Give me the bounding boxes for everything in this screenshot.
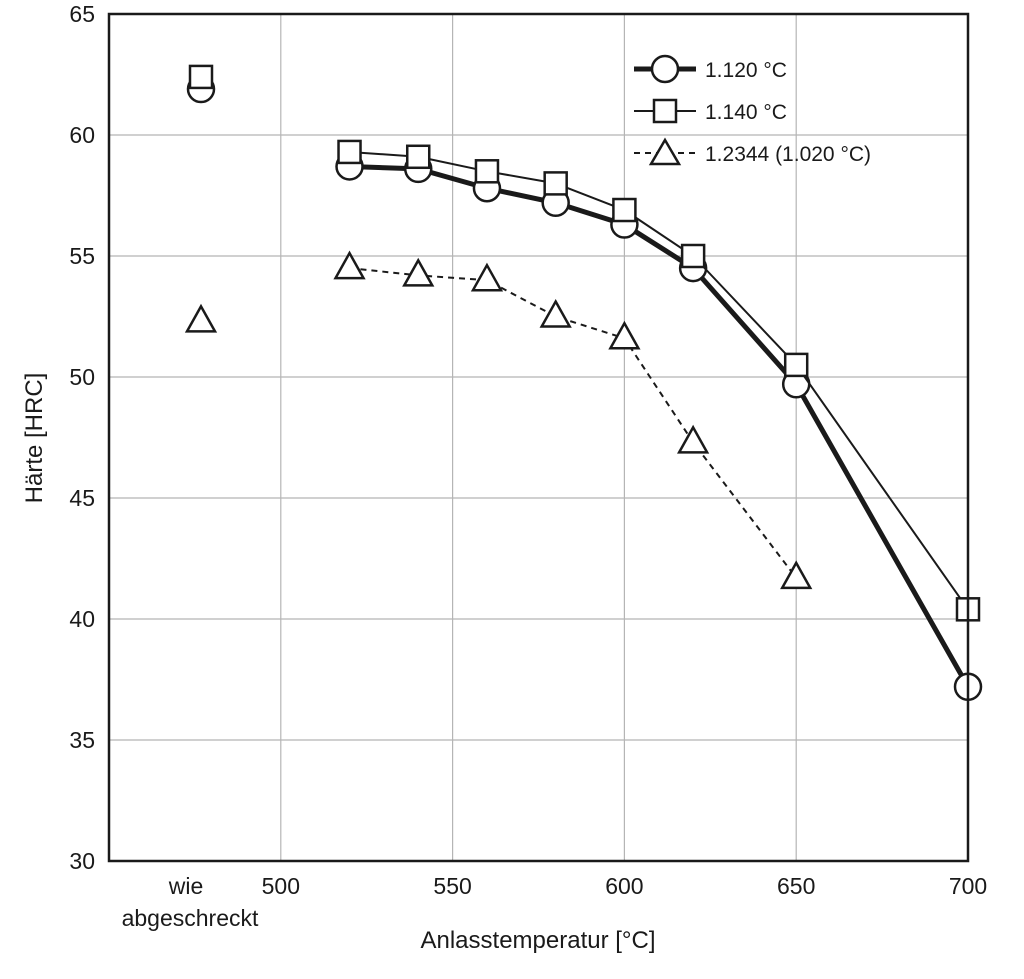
legend-item-3: 1.2344 (1.020 °C) <box>634 137 871 166</box>
point-series-3-560 <box>470 262 504 292</box>
series <box>184 64 983 702</box>
y-tick-label-35: 35 <box>69 727 95 753</box>
x-tick-label-550: 550 <box>433 873 471 899</box>
x-tick-label-600: 600 <box>605 873 643 899</box>
axis-ticks: 30 35 40 45 50 55 60 65 500 550 600 650 700 <box>69 1 987 899</box>
legend-marker-circle <box>650 54 680 84</box>
x-tick-label-abgeschreckt: abgeschreckt <box>122 905 259 931</box>
point-as-quenched-series-2 <box>188 64 214 90</box>
point-series-2-520 <box>337 139 362 165</box>
plot-frame <box>107 12 970 863</box>
y-tick-label-60: 60 <box>69 122 95 148</box>
legend-item-1: 1.120 °C <box>634 54 787 84</box>
point-series-3-600 <box>608 320 641 350</box>
point-series-2-580 <box>543 171 568 196</box>
y-tick-label-30: 30 <box>69 848 95 874</box>
series-line-1 <box>349 163 971 688</box>
y-tick-label-65: 65 <box>69 1 95 27</box>
y-tick-label-40: 40 <box>69 606 95 632</box>
point-series-2-650 <box>783 352 809 378</box>
point-series-3-650 <box>780 560 813 590</box>
point-series-3-540 <box>402 257 435 287</box>
legend-label-2: 1.140 °C <box>705 101 787 124</box>
y-axis-title: Härte [HRC] <box>21 373 48 504</box>
y-tick-label-55: 55 <box>69 243 95 269</box>
legend-marker-triangle <box>648 137 682 166</box>
point-series-2-600 <box>612 197 637 223</box>
series-line-3 <box>349 267 797 579</box>
series-3 <box>184 250 813 590</box>
point-series-2-560 <box>474 159 500 184</box>
series-1 <box>186 74 983 702</box>
series-line-2 <box>349 150 969 610</box>
legend-marker-square <box>652 98 678 124</box>
y-tick-label-50: 50 <box>69 364 95 390</box>
y-tick-label-45: 45 <box>69 485 95 511</box>
x-tick-label-700: 700 <box>949 873 987 899</box>
point-series-2-540 <box>405 144 431 170</box>
point-as-quenched-series-3 <box>184 303 218 333</box>
legend: 1.120 °C 1.140 °C 1.2344 (1.020 °C) <box>634 54 871 166</box>
legend-label-3: 1.2344 (1.020 °C) <box>705 143 871 166</box>
series-2 <box>188 64 981 622</box>
point-series-3-620 <box>676 424 710 454</box>
grid <box>109 14 968 861</box>
point-series-3-580 <box>539 298 572 328</box>
legend-label-1: 1.120 °C <box>705 59 787 82</box>
x-tick-label-500: 500 <box>262 873 300 899</box>
point-series-2-620 <box>680 243 706 269</box>
x-tick-label-650: 650 <box>777 873 815 899</box>
x-tick-label-wie: wie <box>168 873 204 899</box>
legend-item-2: 1.140 °C <box>634 98 787 124</box>
x-axis-title: Anlasstemperatur [°C] <box>420 927 655 954</box>
point-series-3-520 <box>333 250 366 280</box>
